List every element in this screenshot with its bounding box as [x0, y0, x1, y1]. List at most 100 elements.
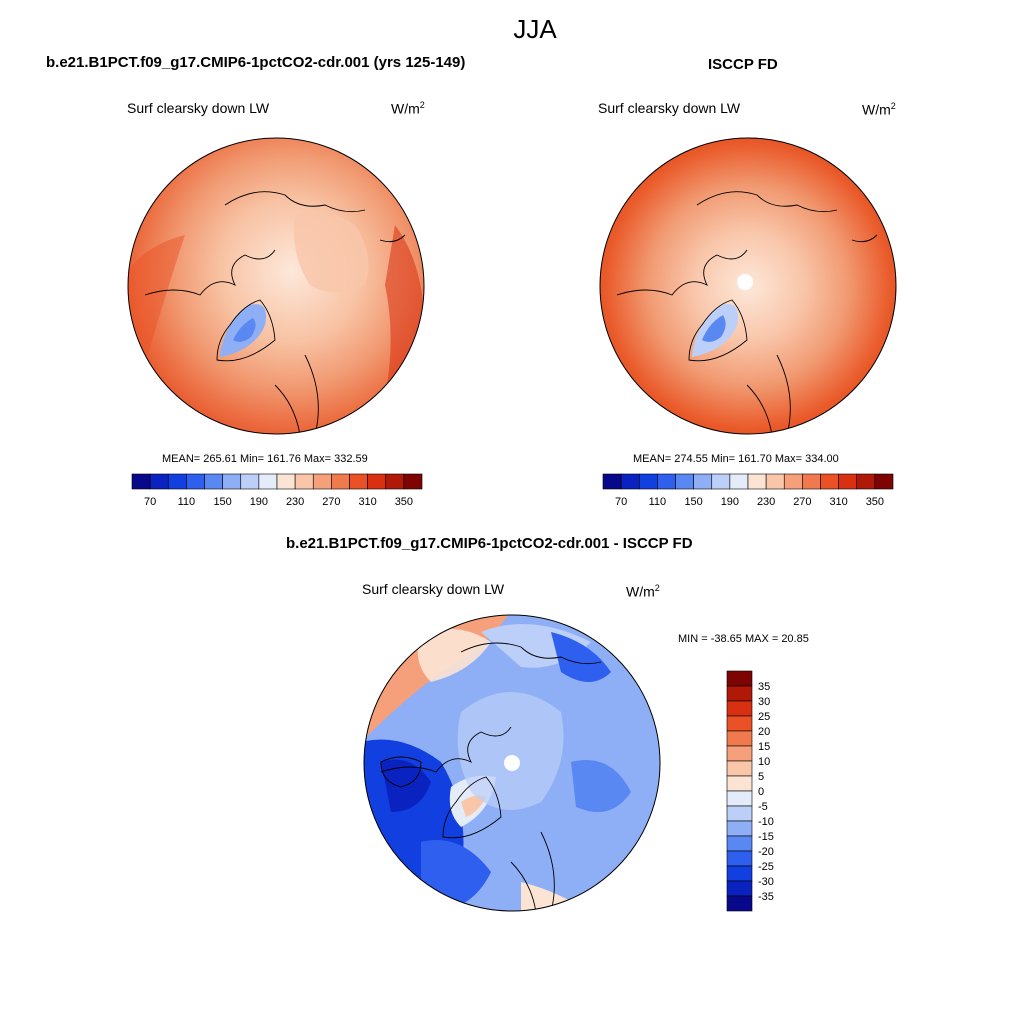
polar-map-diff [363, 614, 661, 912]
colorbar-label: -10 [758, 816, 774, 828]
colorbar-swatch [367, 473, 387, 490]
colorbar-label: 310 [358, 496, 376, 508]
colorbar-swatch [149, 473, 169, 490]
units-label-diff: W/m2 [626, 583, 660, 600]
units-label-model: W/m2 [391, 100, 425, 117]
stats-model: MEAN= 265.61 Min= 161.76 Max= 332.59 [162, 453, 368, 465]
coastlines [616, 191, 878, 434]
variable-label-obs: Surf clearsky down LW [598, 100, 741, 116]
colorbar-swatch [258, 473, 278, 490]
colorbar-swatch [802, 473, 821, 490]
colorbar-swatch [726, 715, 753, 732]
colorbar-label: 25 [758, 711, 770, 723]
colorbar-labels: 35 30 25 20 15 10 5 0 -5 -10 -15 -20 -25 -30 -35 [758, 681, 774, 903]
colorbar-labels: 70 110 150 190 230 270 310 350 [144, 496, 413, 508]
colorbar-swatch [167, 473, 187, 490]
colorbar-swatch [331, 473, 350, 490]
colorbar-label: 350 [866, 496, 884, 508]
colorbar-swatch [186, 473, 205, 490]
colorbar-swatch [783, 473, 803, 490]
colorbar-label: -30 [758, 876, 774, 888]
colorbar-swatch [838, 473, 858, 490]
colorbar-label: 150 [684, 496, 702, 508]
colorbar-labels: 70 110 150 190 230 270 310 350 [615, 496, 884, 508]
colorbar-swatch [711, 473, 731, 490]
colorbar-label: -25 [758, 861, 774, 873]
colorbar-swatch [726, 880, 753, 897]
colorbar-swatch [874, 473, 894, 490]
polar-map-model [127, 137, 425, 435]
season-title: JJA [513, 14, 557, 44]
colorbar-swatches [602, 473, 894, 490]
colorbar-label: 350 [395, 496, 413, 508]
colorbar-swatch [726, 820, 753, 837]
stats-obs: MEAN= 274.55 Min= 161.70 Max= 334.00 [633, 453, 839, 465]
colorbar-swatch [620, 473, 640, 490]
colorbar-label: 190 [250, 496, 268, 508]
colorbar-swatch [312, 473, 332, 490]
colorbar-swatch [693, 473, 713, 490]
colorbar-obs: 70 110 150 190 230 270 310 350 [602, 473, 894, 508]
colorbar-swatch [675, 473, 694, 490]
colorbar-swatch [726, 865, 753, 882]
colorbar-swatch [765, 473, 785, 490]
colorbar-swatches [726, 670, 753, 912]
colorbar-swatch [729, 473, 749, 490]
colorbar-swatch [820, 473, 839, 490]
colorbar-label: 10 [758, 756, 770, 768]
coastlines [380, 642, 602, 911]
colorbar-label: -20 [758, 846, 774, 858]
colorbar-swatch [657, 473, 676, 490]
colorbar-label: 230 [757, 496, 775, 508]
colorbar-label: 30 [758, 696, 770, 708]
colorbar-label: -15 [758, 831, 774, 843]
colorbar-label: -5 [758, 801, 768, 813]
colorbar-label: 270 [322, 496, 340, 508]
colorbar-swatch [240, 473, 260, 490]
colorbar-swatch [222, 473, 242, 490]
colorbar-label: 35 [758, 681, 770, 693]
pole-hole [737, 274, 753, 290]
colorbar-label: 20 [758, 726, 770, 738]
colorbar-swatch [856, 473, 876, 490]
colorbar-label: 70 [144, 496, 156, 508]
colorbar-label: 230 [286, 496, 304, 508]
stats-diff: MIN = -38.65 MAX = 20.85 [678, 633, 809, 645]
variable-label-diff: Surf clearsky down LW [362, 581, 505, 597]
colorbar-swatch [726, 760, 753, 777]
colorbar-swatch [726, 850, 753, 867]
colorbar-swatch [726, 670, 753, 687]
variable-label-model: Surf clearsky down LW [127, 100, 270, 116]
colorbar-swatch [294, 473, 314, 490]
colorbar-swatch [726, 835, 753, 852]
colorbar-label: 0 [758, 786, 764, 798]
colorbar-swatch [349, 473, 368, 490]
polar-map-obs [599, 137, 897, 435]
colorbar-swatch [131, 473, 151, 490]
colorbar-swatch [602, 473, 622, 490]
panel-title-obs: ISCCP FD [708, 56, 778, 73]
colorbar-label: 310 [829, 496, 847, 508]
pole-hole [504, 755, 520, 771]
colorbar-swatch [403, 473, 423, 490]
colorbar-swatch [726, 805, 753, 822]
colorbar-swatch [726, 745, 753, 762]
colorbar-swatch [726, 790, 753, 807]
colorbar-swatches [131, 473, 423, 490]
colorbar-swatch [726, 685, 753, 702]
colorbar-swatch [385, 473, 405, 490]
colorbar-label: 270 [793, 496, 811, 508]
colorbar-model: 70 110 150 190 230 270 310 350 [131, 473, 423, 508]
colorbar-label: -35 [758, 891, 774, 903]
colorbar-swatch [276, 473, 296, 490]
colorbar-label: 5 [758, 771, 764, 783]
colorbar-label: 70 [615, 496, 627, 508]
colorbar-swatch [747, 473, 767, 490]
units-label-obs: W/m2 [862, 101, 896, 118]
colorbar-swatch [726, 775, 753, 792]
colorbar-swatch [204, 473, 223, 490]
colorbar-label: 15 [758, 741, 770, 753]
panel-title-model: b.e21.B1PCT.f09_g17.CMIP6-1pctCO2-cdr.00… [46, 54, 466, 71]
colorbar-swatch [726, 700, 753, 717]
coastlines [144, 191, 406, 434]
